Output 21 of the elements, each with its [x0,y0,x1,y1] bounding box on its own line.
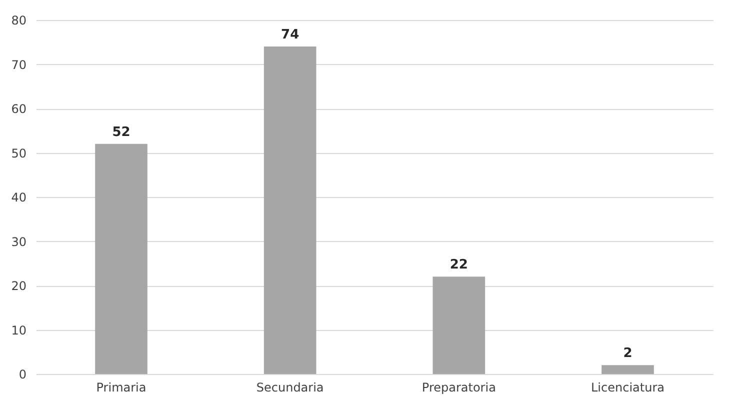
x-tick-label: Primaria [96,380,146,394]
y-tick-label: 50 [11,146,26,160]
y-tick-label: 30 [11,234,26,249]
y-tick-label: 0 [18,368,26,382]
x-tick-label: Secundaria [256,380,324,394]
bar [264,46,316,374]
data-label: 74 [281,28,300,43]
bar [602,365,654,374]
data-label: 52 [112,124,130,140]
y-tick-label: 80 [11,14,26,28]
y-tick-label: 70 [11,58,26,72]
bar [432,276,486,374]
x-tick-label: Licenciatura [590,380,664,394]
x-tick-label: Preparatoria [422,380,496,394]
data-label: 22 [450,258,468,273]
data-label: 2 [623,346,632,362]
y-tick-label: 20 [11,279,26,293]
y-tick-label: 40 [11,190,26,204]
y-tick-label: 60 [11,102,26,116]
y-tick-label: 10 [11,323,26,338]
bar [95,144,148,374]
